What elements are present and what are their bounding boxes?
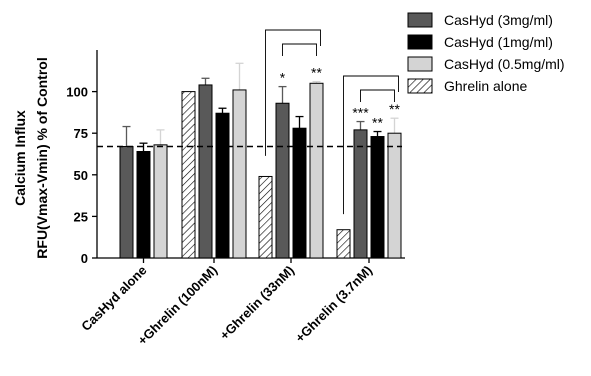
y-axis-title: Calcium Influx RFU(Vmax-Vmin) % of Contr… [12,57,50,258]
bar [136,151,151,259]
bar [215,112,230,259]
significance-label: ** [372,115,383,131]
legend-label: Ghrelin alone [444,78,527,94]
bar [258,175,273,259]
legend-swatch [407,78,433,94]
bar [198,84,213,259]
x-tick-label: +Ghrelin (3.7nM) [292,263,375,346]
y-axis-title-line2: RFU(Vmax-Vmin) % of Control [34,57,50,258]
legend-label: CasHyd (0.5mg/ml) [444,56,565,72]
legend: CasHyd (3mg/ml) CasHyd (1mg/ml) CasHyd (0.… [407,12,565,94]
y-tick-label: 0 [81,251,88,266]
legend-swatch [407,34,433,50]
legend-swatch [407,12,433,28]
significance-bracket [282,43,317,56]
bar [353,129,368,259]
bar [292,127,307,259]
x-tick-label: +Ghrelin (100nM) [135,263,220,348]
y-tick-label: 50 [74,168,88,183]
y-tick-label: 25 [74,209,88,224]
y-tick-label: 100 [66,85,88,100]
significance-bracket [343,75,399,215]
significance-bracket [360,89,395,102]
x-tick-label: +Ghrelin (33nM) [217,263,297,343]
significance-label: *** [352,105,369,121]
bar [387,132,402,259]
significance-label: * [280,70,286,86]
x-tick-label: CasHyd alone [78,263,149,334]
significance-label: ** [389,101,400,117]
significance-label: ** [311,65,322,81]
bar [275,102,290,259]
bar [370,136,385,259]
bar [232,89,247,259]
bar [336,229,351,259]
legend-label: CasHyd (1mg/ml) [444,34,553,50]
bar [181,91,196,259]
bar [153,144,168,259]
legend-swatch [407,56,433,72]
legend-label: CasHyd (3mg/ml) [444,12,553,28]
bar [309,82,324,259]
y-tick-label: 75 [74,126,88,141]
y-axis-title-line1: Calcium Influx [12,110,28,206]
significance-bracket [265,29,321,156]
bar [119,146,134,259]
